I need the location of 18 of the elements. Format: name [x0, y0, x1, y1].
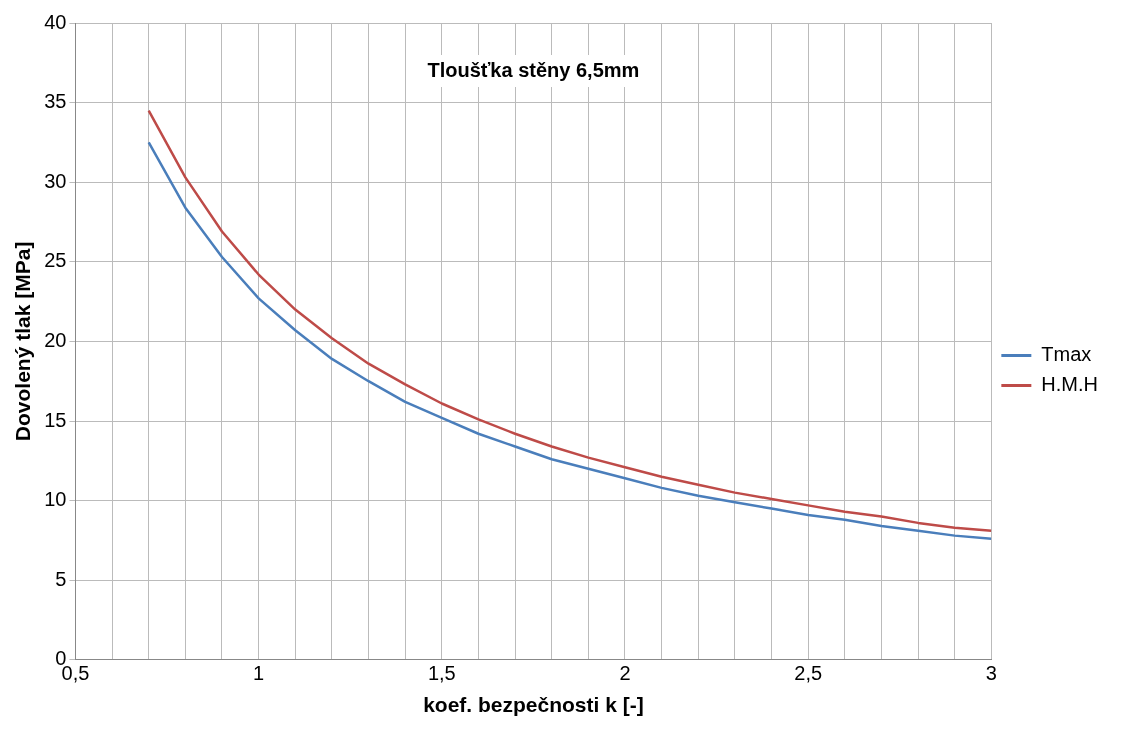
x-tick-label: 2	[619, 662, 631, 685]
x-axis-title: koef. bezpečnosti k [-]	[423, 693, 644, 717]
y-tick-label: 20	[44, 328, 67, 351]
y-tick-label: 40	[44, 10, 67, 33]
x-tick-label: 2,5	[794, 662, 823, 685]
x-tick-label: 3	[985, 662, 997, 685]
text: Tloušťka stěny 6,5mm	[427, 58, 640, 81]
x-tick-label: 1,5	[427, 662, 456, 685]
y-tick-label: 5	[55, 567, 67, 590]
y-tick-label: 15	[44, 408, 67, 431]
x-tick-label: 1	[253, 662, 265, 685]
legend-label: H.M.H	[1041, 373, 1099, 396]
y-tick-label: 10	[44, 488, 67, 511]
y-tick-label: 30	[44, 169, 67, 192]
y-axis-title: Dovolený tlak [MPa]	[11, 241, 35, 442]
y-tick-label: 35	[44, 90, 67, 113]
y-tick-label: 25	[44, 249, 67, 272]
legend-label: Tmax	[1041, 343, 1092, 366]
